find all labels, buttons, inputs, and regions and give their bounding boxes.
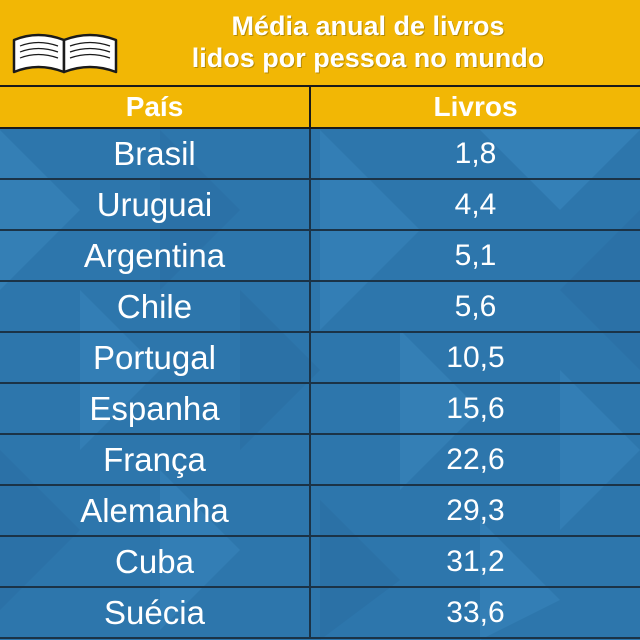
country-cell: Suécia <box>0 588 311 637</box>
country-cell: Chile <box>0 282 311 331</box>
country-cell: Espanha <box>0 384 311 433</box>
table-row: Espanha 15,6 <box>0 384 640 435</box>
country-cell: França <box>0 435 311 484</box>
chart-title: Média anual de livros lidos por pessoa n… <box>128 10 608 74</box>
title-banner: Média anual de livros lidos por pessoa n… <box>0 0 640 87</box>
table-row: Uruguai 4,4 <box>0 180 640 231</box>
books-value-cell: 10,5 <box>446 341 505 374</box>
table-row: Argentina 5,1 <box>0 231 640 282</box>
column-header-country: País <box>0 87 311 129</box>
title-line-1: Média anual de livros <box>231 11 505 41</box>
country-cell: Argentina <box>0 231 311 280</box>
data-table-body: Brasil 1,8 Uruguai 4,4 Argentina 5,1 Chi… <box>0 129 640 639</box>
country-cell: Portugal <box>0 333 311 382</box>
books-value-cell: 5,6 <box>454 290 497 323</box>
books-value-cell: 29,3 <box>446 494 505 527</box>
open-book-icon <box>12 33 118 74</box>
table-row: Alemanha 29,3 <box>0 486 640 537</box>
table-row: Brasil 1,8 <box>0 129 640 180</box>
country-cell: Cuba <box>0 537 311 586</box>
table-row: Suécia 33,6 <box>0 588 640 639</box>
books-value-cell: 15,6 <box>446 392 505 425</box>
table-row: Portugal 10,5 <box>0 333 640 384</box>
table-row: Cuba 31,2 <box>0 537 640 588</box>
table-row: França 22,6 <box>0 435 640 486</box>
books-value-cell: 4,4 <box>454 188 497 221</box>
column-header-books: Livros <box>311 87 640 129</box>
table-row: Chile 5,6 <box>0 282 640 333</box>
books-value-cell: 22,6 <box>446 443 505 476</box>
books-value-cell: 5,1 <box>454 239 497 272</box>
title-line-2: lidos por pessoa no mundo <box>191 43 545 73</box>
books-value-cell: 31,2 <box>446 545 505 578</box>
books-value-cell: 33,6 <box>446 596 505 629</box>
country-cell: Brasil <box>0 129 311 178</box>
country-cell: Alemanha <box>0 486 311 535</box>
books-value-cell: 1,8 <box>454 137 497 170</box>
country-cell: Uruguai <box>0 180 311 229</box>
